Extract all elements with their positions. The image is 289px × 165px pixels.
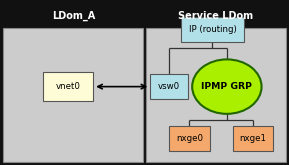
Text: vnet0: vnet0 bbox=[55, 82, 80, 91]
Text: IP (routing): IP (routing) bbox=[188, 25, 236, 34]
FancyBboxPatch shape bbox=[3, 4, 143, 28]
Text: Service LDom: Service LDom bbox=[178, 11, 253, 21]
Text: IPMP GRP: IPMP GRP bbox=[201, 82, 252, 91]
FancyBboxPatch shape bbox=[146, 28, 286, 162]
FancyBboxPatch shape bbox=[181, 17, 244, 43]
Text: LDom_A: LDom_A bbox=[52, 10, 95, 21]
Text: nxge0: nxge0 bbox=[176, 134, 203, 143]
FancyBboxPatch shape bbox=[146, 4, 286, 28]
Text: vsw0: vsw0 bbox=[158, 82, 180, 91]
FancyBboxPatch shape bbox=[150, 74, 188, 99]
Ellipse shape bbox=[192, 59, 262, 114]
FancyBboxPatch shape bbox=[42, 72, 93, 101]
FancyBboxPatch shape bbox=[3, 28, 143, 162]
FancyBboxPatch shape bbox=[169, 126, 210, 151]
Text: nxge1: nxge1 bbox=[239, 134, 266, 143]
FancyBboxPatch shape bbox=[233, 126, 273, 151]
